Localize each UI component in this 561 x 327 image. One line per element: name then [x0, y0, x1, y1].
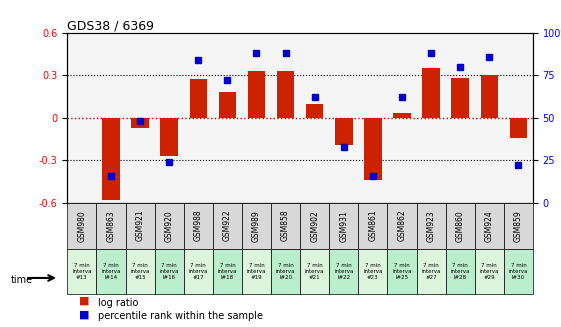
FancyBboxPatch shape [126, 203, 155, 249]
FancyBboxPatch shape [213, 203, 242, 249]
FancyBboxPatch shape [155, 203, 183, 249]
FancyBboxPatch shape [445, 249, 475, 294]
Text: 7 min
interva
#15: 7 min interva #15 [130, 263, 150, 280]
Text: GSM858: GSM858 [281, 210, 290, 241]
Text: GSM922: GSM922 [223, 210, 232, 241]
Text: ■: ■ [79, 296, 89, 306]
FancyBboxPatch shape [416, 249, 445, 294]
FancyBboxPatch shape [329, 203, 358, 249]
FancyBboxPatch shape [213, 249, 242, 294]
Text: GSM862: GSM862 [398, 210, 407, 241]
Text: 7 min
interva
l#25: 7 min interva l#25 [392, 263, 412, 280]
Text: GSM863: GSM863 [107, 210, 116, 242]
FancyBboxPatch shape [388, 203, 416, 249]
Text: GSM920: GSM920 [165, 210, 174, 242]
Text: log ratio: log ratio [98, 298, 139, 308]
Text: 7 min
interva
l#16: 7 min interva l#16 [159, 263, 179, 280]
Bar [422, 68, 440, 118]
Text: 7 min
interva
#27: 7 min interva #27 [421, 263, 441, 280]
Bar [364, 118, 381, 180]
Bar [509, 118, 527, 138]
Text: GSM988: GSM988 [194, 210, 203, 241]
Text: 7 min
interva
l#20: 7 min interva l#20 [276, 263, 295, 280]
FancyBboxPatch shape [300, 203, 329, 249]
Bar [306, 104, 323, 118]
Bar [219, 92, 236, 118]
FancyBboxPatch shape [358, 203, 388, 249]
FancyBboxPatch shape [183, 203, 213, 249]
FancyBboxPatch shape [271, 249, 300, 294]
Text: percentile rank within the sample: percentile rank within the sample [98, 311, 263, 321]
Text: GSM902: GSM902 [310, 210, 319, 242]
FancyBboxPatch shape [183, 249, 213, 294]
FancyBboxPatch shape [358, 249, 388, 294]
Bar [190, 79, 207, 118]
Text: 7 min
interva
l#28: 7 min interva l#28 [450, 263, 470, 280]
FancyBboxPatch shape [242, 203, 271, 249]
Text: GSM924: GSM924 [485, 210, 494, 242]
Text: ■: ■ [79, 309, 89, 319]
Bar [452, 78, 469, 118]
Text: time: time [11, 275, 33, 284]
FancyBboxPatch shape [504, 249, 533, 294]
Text: GSM989: GSM989 [252, 210, 261, 242]
FancyBboxPatch shape [67, 203, 96, 249]
Bar [102, 118, 119, 200]
FancyBboxPatch shape [504, 203, 533, 249]
Bar [160, 118, 178, 156]
FancyBboxPatch shape [96, 203, 126, 249]
FancyBboxPatch shape [388, 249, 416, 294]
Text: GSM861: GSM861 [369, 210, 378, 241]
Bar [335, 118, 352, 145]
Text: GSM921: GSM921 [136, 210, 145, 241]
FancyBboxPatch shape [155, 249, 183, 294]
Bar [481, 75, 498, 118]
Text: 7 min
interva
l#14: 7 min interva l#14 [101, 263, 121, 280]
Text: 7 min
interva
#17: 7 min interva #17 [188, 263, 208, 280]
FancyBboxPatch shape [445, 203, 475, 249]
FancyBboxPatch shape [475, 249, 504, 294]
Text: 7 min
interva
#19: 7 min interva #19 [247, 263, 266, 280]
Bar [131, 118, 149, 128]
Text: GDS38 / 6369: GDS38 / 6369 [67, 20, 154, 33]
Text: GSM931: GSM931 [339, 210, 348, 242]
FancyBboxPatch shape [96, 249, 126, 294]
Text: GSM980: GSM980 [77, 210, 86, 242]
Text: GSM923: GSM923 [426, 210, 435, 242]
FancyBboxPatch shape [271, 203, 300, 249]
FancyBboxPatch shape [67, 249, 96, 294]
Text: 7 min
interva
l#18: 7 min interva l#18 [218, 263, 237, 280]
Text: 7 min
interva
#21: 7 min interva #21 [305, 263, 324, 280]
Text: GSM859: GSM859 [514, 210, 523, 242]
FancyBboxPatch shape [300, 249, 329, 294]
FancyBboxPatch shape [126, 249, 155, 294]
Text: GSM860: GSM860 [456, 210, 465, 242]
FancyBboxPatch shape [329, 249, 358, 294]
Text: 7 min
interva
l#30: 7 min interva l#30 [509, 263, 528, 280]
FancyBboxPatch shape [242, 249, 271, 294]
Bar [277, 71, 295, 118]
Bar [248, 71, 265, 118]
FancyBboxPatch shape [416, 203, 445, 249]
Text: 7 min
interva
#13: 7 min interva #13 [72, 263, 91, 280]
Bar [393, 113, 411, 118]
Text: 7 min
interva
#29: 7 min interva #29 [480, 263, 499, 280]
Text: 7 min
interva
#23: 7 min interva #23 [363, 263, 383, 280]
Text: 7 min
interva
l#22: 7 min interva l#22 [334, 263, 353, 280]
FancyBboxPatch shape [475, 203, 504, 249]
